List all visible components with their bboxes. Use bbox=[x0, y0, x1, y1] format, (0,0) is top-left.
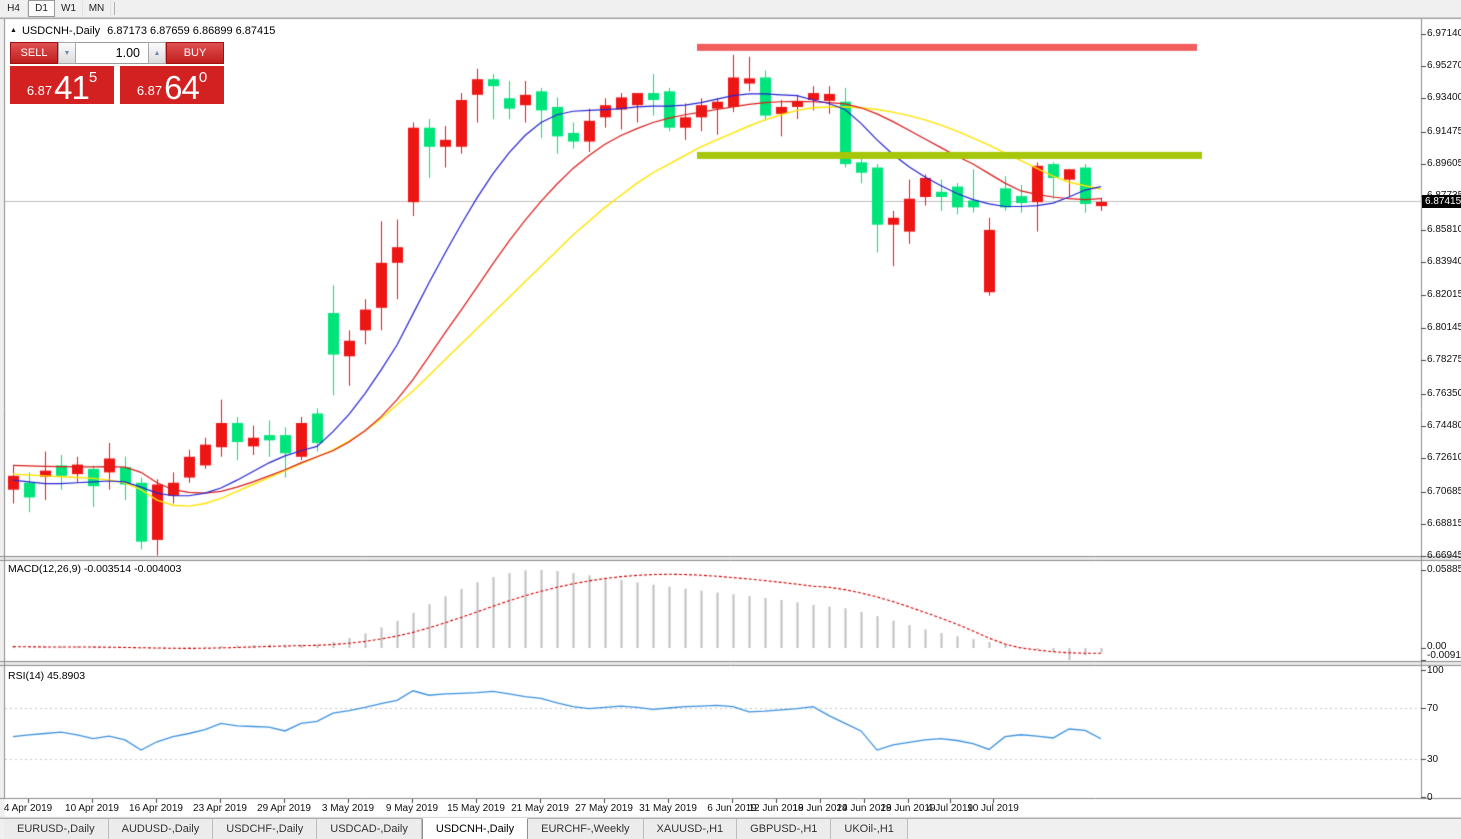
sell-price-pip: 5 bbox=[88, 69, 98, 86]
buy-button[interactable]: BUY bbox=[166, 42, 224, 64]
timeframe-toolbar: H4 D1 W1 MN bbox=[0, 0, 1461, 18]
chart-tab-eurchf-weekly[interactable]: EURCHF-,Weekly bbox=[528, 819, 644, 839]
sell-price-prefix: 6.87 bbox=[26, 83, 53, 98]
chart-tab-xauusd-h1[interactable]: XAUUSD-,H1 bbox=[643, 819, 738, 839]
chart-tab-eurusd-daily[interactable]: EURUSD-,Daily bbox=[4, 819, 109, 839]
chart-tab-audusd-daily[interactable]: AUDUSD-,Daily bbox=[108, 819, 214, 839]
volume-decrease-button[interactable]: ▼ bbox=[58, 42, 76, 64]
timeframe-button-h4[interactable]: H4 bbox=[0, 1, 28, 16]
timeframe-button-mn[interactable]: MN bbox=[83, 1, 111, 16]
chart-tab-usdcad-daily[interactable]: USDCAD-,Daily bbox=[317, 819, 422, 839]
volume-input[interactable] bbox=[76, 42, 148, 64]
volume-increase-button[interactable]: ▲ bbox=[148, 42, 166, 64]
buy-price-prefix: 6.87 bbox=[136, 83, 163, 98]
chart-tab-ukoil-h1[interactable]: UKOil-,H1 bbox=[831, 819, 908, 839]
chevron-up-icon: ▲ bbox=[153, 49, 161, 57]
chevron-down-icon: ▼ bbox=[63, 49, 71, 57]
buy-price-panel[interactable]: 6.87 64 0 bbox=[120, 66, 224, 104]
timeframe-button-w1[interactable]: W1 bbox=[55, 1, 83, 16]
timeframe-group: H4 D1 W1 MN bbox=[0, 0, 111, 17]
buy-price-main: 64 bbox=[164, 68, 200, 106]
sell-price-main: 41 bbox=[54, 68, 90, 106]
toolbar-separator bbox=[114, 2, 115, 15]
chart-tab-usdchf-daily[interactable]: USDCHF-,Daily bbox=[213, 819, 318, 839]
chart-tab-usdcnh-daily[interactable]: USDCNH-,Daily bbox=[421, 818, 529, 839]
buy-price-pip: 0 bbox=[198, 69, 208, 86]
one-click-trade-panel: SELL ▼ ▲ BUY 6.87 41 5 6.87 64 0 bbox=[10, 42, 228, 104]
chart-tab-bar: EURUSD-,Daily AUDUSD-,Daily USDCHF-,Daily U… bbox=[0, 818, 1461, 839]
timeframe-button-d1[interactable]: D1 bbox=[28, 0, 55, 17]
sell-price-panel[interactable]: 6.87 41 5 bbox=[10, 66, 114, 104]
chart-tab-gbpusd-h1[interactable]: GBPUSD-,H1 bbox=[737, 819, 832, 839]
sell-button[interactable]: SELL bbox=[10, 42, 58, 64]
